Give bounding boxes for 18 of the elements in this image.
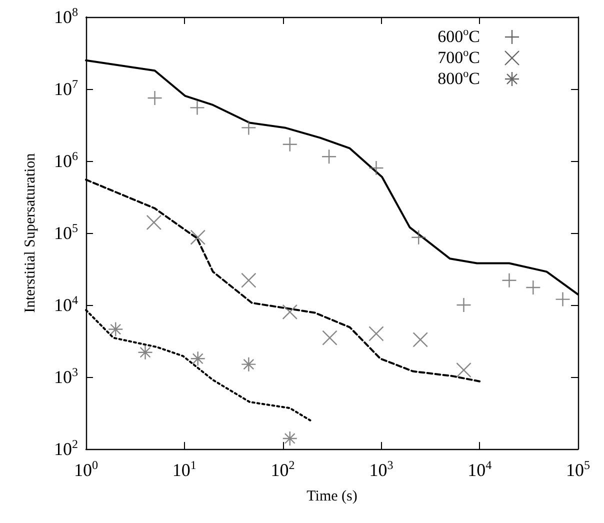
- x-tick-label: 10$^{4}$: [468, 458, 492, 480]
- y-tick-label: 10$^{6}$: [54, 149, 78, 171]
- legend-label: 700$^{o}$C: [438, 46, 480, 68]
- x-axis-title: Time (s): [306, 488, 358, 504]
- y-axis-title: Interstitial Supersaturation: [22, 152, 38, 313]
- legend-label: 800$^{o}$C: [438, 68, 480, 88]
- x-tick-label: 10$^{1}$: [172, 458, 196, 480]
- y-tick-label: 10$^{8}$: [54, 5, 78, 27]
- y-tick-label: 10$^{7}$: [54, 77, 78, 99]
- y-tick-label: 10$^{2}$: [54, 437, 78, 459]
- y-tick-label: 10$^{3}$: [54, 365, 78, 387]
- y-tick-label: 10$^{5}$: [54, 221, 78, 243]
- legend-label: 600$^{o}$C: [438, 26, 480, 46]
- x-tick-label: 10$^{5}$: [566, 458, 590, 480]
- x-tick-label: 10$^{2}$: [270, 458, 295, 480]
- x-tick-label: 10$^{3}$: [369, 458, 394, 480]
- x-tick-label: 10$^{0}$: [74, 458, 98, 480]
- y-tick-label: 10$^{4}$: [54, 293, 78, 315]
